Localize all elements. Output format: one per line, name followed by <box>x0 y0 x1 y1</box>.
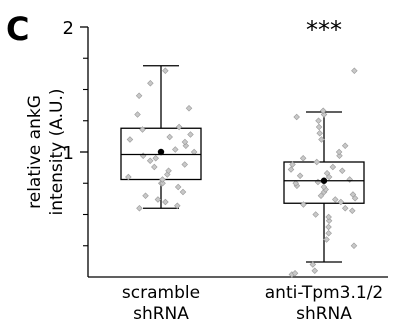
data-point <box>339 167 346 175</box>
x-category-label: anti-Tpm3.1/2 shRNA <box>265 283 383 324</box>
data-point <box>299 154 307 162</box>
data-point <box>341 142 349 150</box>
data-point <box>313 158 321 166</box>
y-tick-label: 1 <box>63 143 74 164</box>
data-point <box>134 111 141 118</box>
data-point <box>151 163 158 171</box>
data-point <box>181 138 189 146</box>
data-point <box>315 123 323 131</box>
data-point <box>323 169 331 177</box>
x-category-label: scramble shRNA <box>122 283 200 324</box>
data-point <box>139 152 147 160</box>
mean-marker <box>157 148 165 156</box>
y-tick-label: 2 <box>63 18 74 39</box>
x-category-label-line: shRNA <box>133 304 189 324</box>
x-category-label-line: shRNA <box>296 304 352 324</box>
mean-marker <box>320 177 328 184</box>
data-point <box>341 204 349 212</box>
data-point <box>337 198 345 206</box>
data-point <box>172 146 179 153</box>
data-point <box>181 161 188 168</box>
data-point <box>300 201 307 208</box>
data-point <box>291 269 299 277</box>
data-point <box>139 126 146 133</box>
data-point <box>146 157 154 165</box>
data-point <box>320 183 328 191</box>
data-point <box>332 196 339 203</box>
data-point <box>125 173 132 181</box>
data-point <box>174 183 182 191</box>
data-point <box>142 192 149 200</box>
data-point <box>147 79 154 87</box>
data-point <box>162 198 169 206</box>
box-group <box>120 65 202 212</box>
data-point <box>312 211 319 218</box>
data-point <box>179 188 187 196</box>
data-point <box>314 178 322 186</box>
y-axis-label-line: intensity (A.U.) <box>47 89 67 216</box>
box-iqr <box>283 161 365 204</box>
data-point <box>311 267 319 275</box>
significance-label: *** <box>306 16 342 44</box>
data-point <box>315 117 322 125</box>
data-point <box>126 136 134 143</box>
data-point <box>325 213 332 221</box>
data-point <box>325 217 333 225</box>
data-point <box>335 148 343 156</box>
box-group <box>283 67 365 278</box>
data-point <box>317 192 325 200</box>
data-point <box>316 129 323 137</box>
data-point <box>293 113 300 121</box>
data-point <box>166 133 173 141</box>
data-point <box>136 204 143 212</box>
data-point <box>292 179 299 187</box>
data-point <box>159 176 166 183</box>
data-point <box>185 104 193 112</box>
chart-marks: *** <box>120 16 365 278</box>
data-point <box>323 236 330 243</box>
data-point <box>319 107 327 115</box>
data-point <box>289 161 296 168</box>
x-category-label-line: scramble <box>122 283 200 303</box>
data-point <box>318 136 325 143</box>
panel-label: C <box>6 10 29 48</box>
data-point <box>159 179 166 187</box>
data-point <box>346 176 353 183</box>
data-point <box>162 67 169 75</box>
data-point <box>187 131 194 138</box>
data-point <box>351 67 358 75</box>
data-point <box>165 167 172 175</box>
data-point <box>325 229 332 237</box>
data-point <box>190 148 198 156</box>
y-axis-label: relative ankG intensity (A.U.) <box>25 89 67 216</box>
data-point <box>336 152 343 160</box>
y-axis-label-line: relative ankG <box>25 95 45 209</box>
data-point <box>174 202 181 210</box>
data-point <box>154 196 162 203</box>
data-point <box>152 154 159 162</box>
data-point <box>287 166 295 173</box>
data-point <box>329 163 337 171</box>
data-point <box>349 207 356 215</box>
data-point <box>135 92 143 100</box>
x-category-label-line: anti-Tpm3.1/2 <box>265 283 383 303</box>
data-point <box>349 191 357 198</box>
data-point <box>325 223 332 231</box>
data-point <box>175 123 183 131</box>
data-point <box>309 261 317 268</box>
data-point <box>296 172 304 180</box>
data-point <box>350 242 358 250</box>
